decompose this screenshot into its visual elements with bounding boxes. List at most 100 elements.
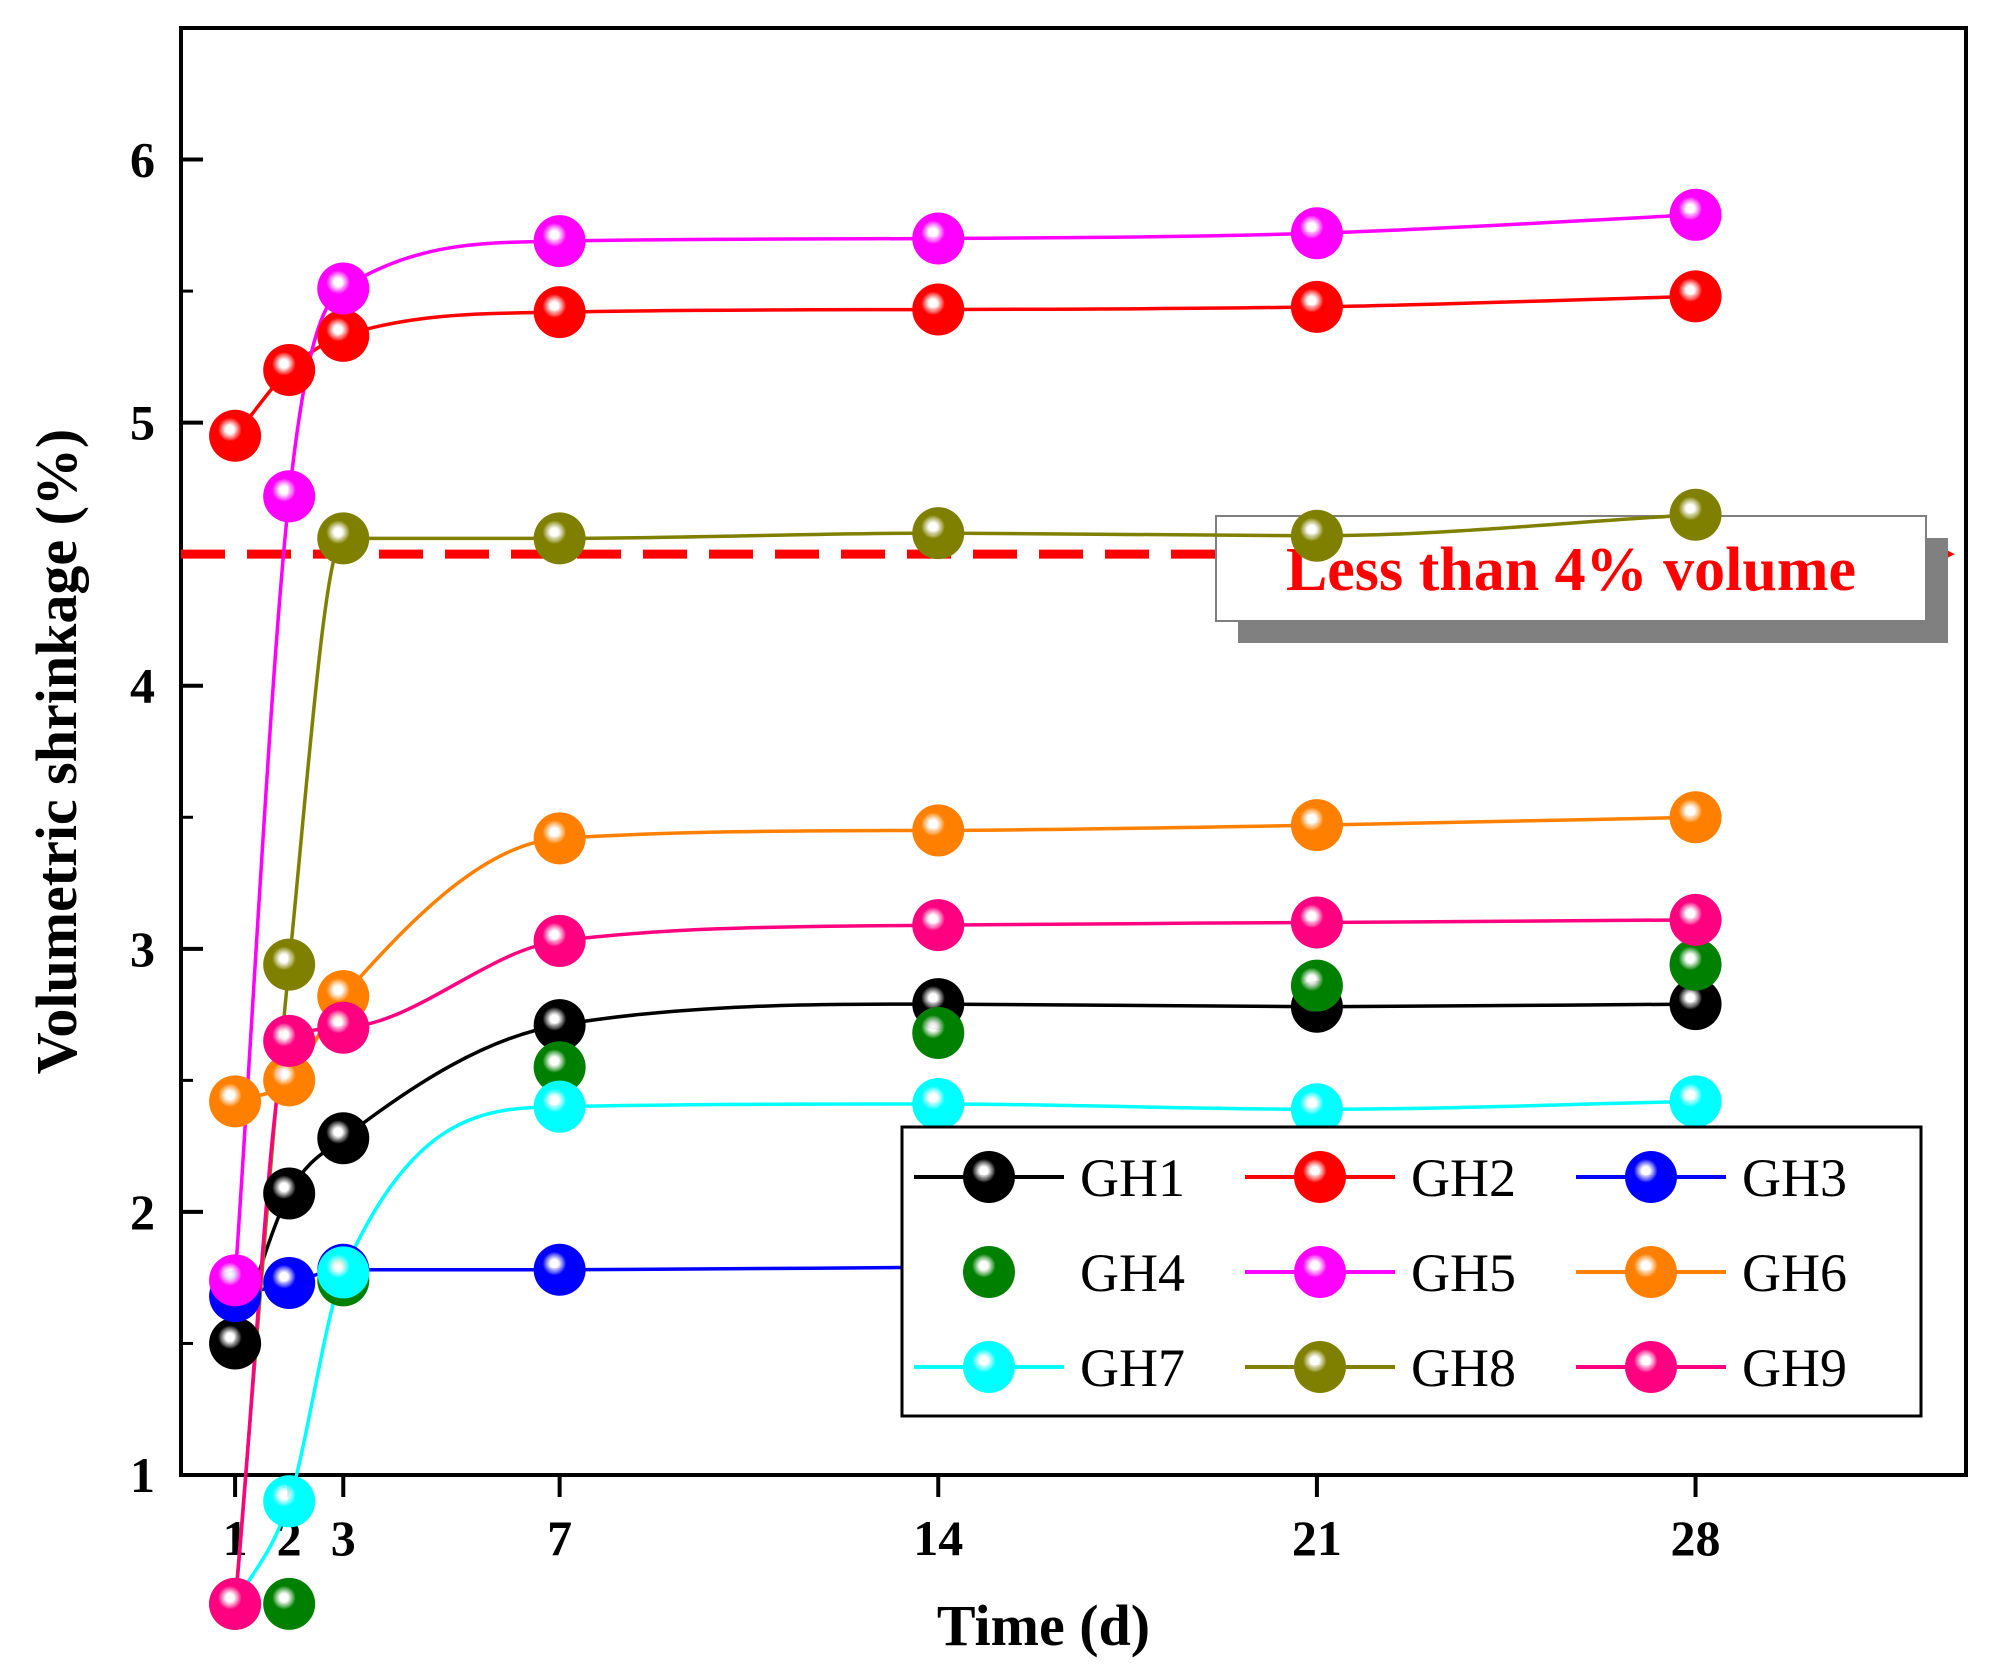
data-point-gh7 <box>912 1078 965 1131</box>
data-point-gh3 <box>263 1256 316 1309</box>
legend-item-gh7: GH7 <box>914 1338 1185 1398</box>
data-point-gh6 <box>1669 791 1722 844</box>
data-point-gh9 <box>317 1001 370 1054</box>
data-point-gh7 <box>533 1080 586 1133</box>
y-tick-label: 3 <box>130 921 155 977</box>
legend-box <box>900 1125 1923 1418</box>
data-point-gh2 <box>317 309 370 362</box>
data-point-gh9 <box>1290 896 1343 949</box>
data-point-gh9 <box>209 1577 262 1630</box>
annotation-text: Less than 4% volume <box>1286 536 1856 604</box>
data-point-gh9 <box>1669 893 1722 946</box>
data-point-gh2 <box>1669 270 1722 323</box>
data-point-gh7 <box>317 1246 370 1299</box>
data-point-gh6 <box>533 812 586 865</box>
legend-marker <box>1625 1341 1677 1393</box>
data-point-gh7 <box>263 1475 316 1528</box>
data-point-gh8 <box>1290 509 1343 562</box>
data-point-gh2 <box>533 286 586 339</box>
data-point-gh9 <box>912 899 965 952</box>
data-point-gh6 <box>1290 799 1343 852</box>
legend-item-gh1: GH1 <box>914 1148 1185 1208</box>
legend-marker <box>1294 1341 1346 1393</box>
plot-frame <box>179 26 1968 1477</box>
legend-label: GH3 <box>1742 1148 1847 1208</box>
data-point-gh8 <box>1669 488 1722 541</box>
data-point-gh1 <box>533 999 586 1052</box>
legend-item-gh3: GH3 <box>1576 1148 1847 1208</box>
legend-item-gh8: GH8 <box>1245 1338 1516 1398</box>
x-axis-label: Time (d) <box>937 1593 1150 1658</box>
legend-layer: GH1 GH2 GH3 GH4 GH5 GH6 GH7 GH8 GH9 <box>900 1125 1923 1418</box>
data-point-gh4 <box>1290 959 1343 1012</box>
x-tick-label: 7 <box>547 1510 572 1566</box>
legend-item-gh2: GH2 <box>1245 1148 1516 1208</box>
data-point-gh8 <box>317 512 370 565</box>
legend-label: GH5 <box>1411 1243 1516 1303</box>
data-point-gh6 <box>263 1054 316 1107</box>
legend-label: GH6 <box>1742 1243 1847 1303</box>
y-tick-label: 2 <box>130 1184 155 1240</box>
data-point-gh9 <box>263 1014 316 1067</box>
data-point-gh2 <box>263 344 316 397</box>
legend-label: GH2 <box>1411 1148 1516 1208</box>
x-tick-label: 28 <box>1671 1510 1721 1566</box>
series-line-gh2 <box>233 294 1696 437</box>
legend-label: GH4 <box>1080 1243 1185 1303</box>
data-point-gh5 <box>1290 207 1343 260</box>
data-point-gh4 <box>1669 938 1722 991</box>
data-point-gh6 <box>209 1075 262 1128</box>
legend-marker <box>1294 1151 1346 1203</box>
data-point-gh5 <box>263 470 316 523</box>
series-line-gh7 <box>233 1099 1696 1605</box>
data-point-gh5 <box>209 1254 262 1307</box>
data-point-gh2 <box>1290 280 1343 333</box>
data-point-gh2 <box>912 283 965 336</box>
legend-marker <box>1625 1151 1677 1203</box>
data-point-gh2 <box>209 409 262 462</box>
data-point-gh7 <box>1669 1075 1722 1128</box>
legend-item-gh6: GH6 <box>1576 1243 1847 1303</box>
x-tick-label: 3 <box>331 1510 356 1566</box>
data-point-gh4 <box>533 1041 586 1094</box>
legend-marker <box>963 1341 1015 1393</box>
legend-label: GH7 <box>1080 1338 1185 1398</box>
legend-item-gh5: GH5 <box>1245 1243 1516 1303</box>
legend-marker <box>1294 1246 1346 1298</box>
data-point-gh6 <box>912 804 965 857</box>
data-point-gh9 <box>533 914 586 967</box>
y-axis-label: Volumetric shrinkage (%) <box>24 429 89 1074</box>
legend-item-gh9: GH9 <box>1576 1338 1847 1398</box>
y-tick-label: 5 <box>130 395 155 451</box>
x-tick-label: 14 <box>913 1510 963 1566</box>
data-point-gh5 <box>912 212 965 265</box>
data-point-gh1 <box>263 1167 316 1220</box>
legend-label: GH1 <box>1080 1148 1185 1208</box>
annotation-layer: Less than 4% volume <box>1215 515 1948 643</box>
data-point-gh8 <box>533 512 586 565</box>
legend-label: GH9 <box>1742 1338 1847 1398</box>
legend-marker <box>1625 1246 1677 1298</box>
y-tick-label: 1 <box>130 1447 155 1503</box>
data-point-gh4 <box>912 1007 965 1060</box>
data-point-gh5 <box>317 262 370 315</box>
data-point-gh7 <box>1290 1083 1343 1136</box>
legend-item-gh4: GH4 <box>963 1243 1185 1303</box>
x-tick-label: 21 <box>1292 1510 1342 1566</box>
legend-label: GH8 <box>1411 1338 1516 1398</box>
data-point-gh8 <box>912 507 965 560</box>
data-point-gh1 <box>209 1317 262 1370</box>
data-point-gh1 <box>317 1112 370 1165</box>
legend-marker <box>963 1246 1015 1298</box>
data-point-gh5 <box>1669 188 1722 241</box>
y-tick-label: 4 <box>130 658 155 714</box>
data-point-gh3 <box>533 1243 586 1296</box>
data-point-gh1 <box>1669 978 1722 1031</box>
y-tick-label: 6 <box>130 132 155 188</box>
data-point-gh8 <box>263 938 316 991</box>
data-point-gh4 <box>263 1577 316 1630</box>
data-point-gh5 <box>533 215 586 268</box>
legend-marker <box>963 1151 1015 1203</box>
